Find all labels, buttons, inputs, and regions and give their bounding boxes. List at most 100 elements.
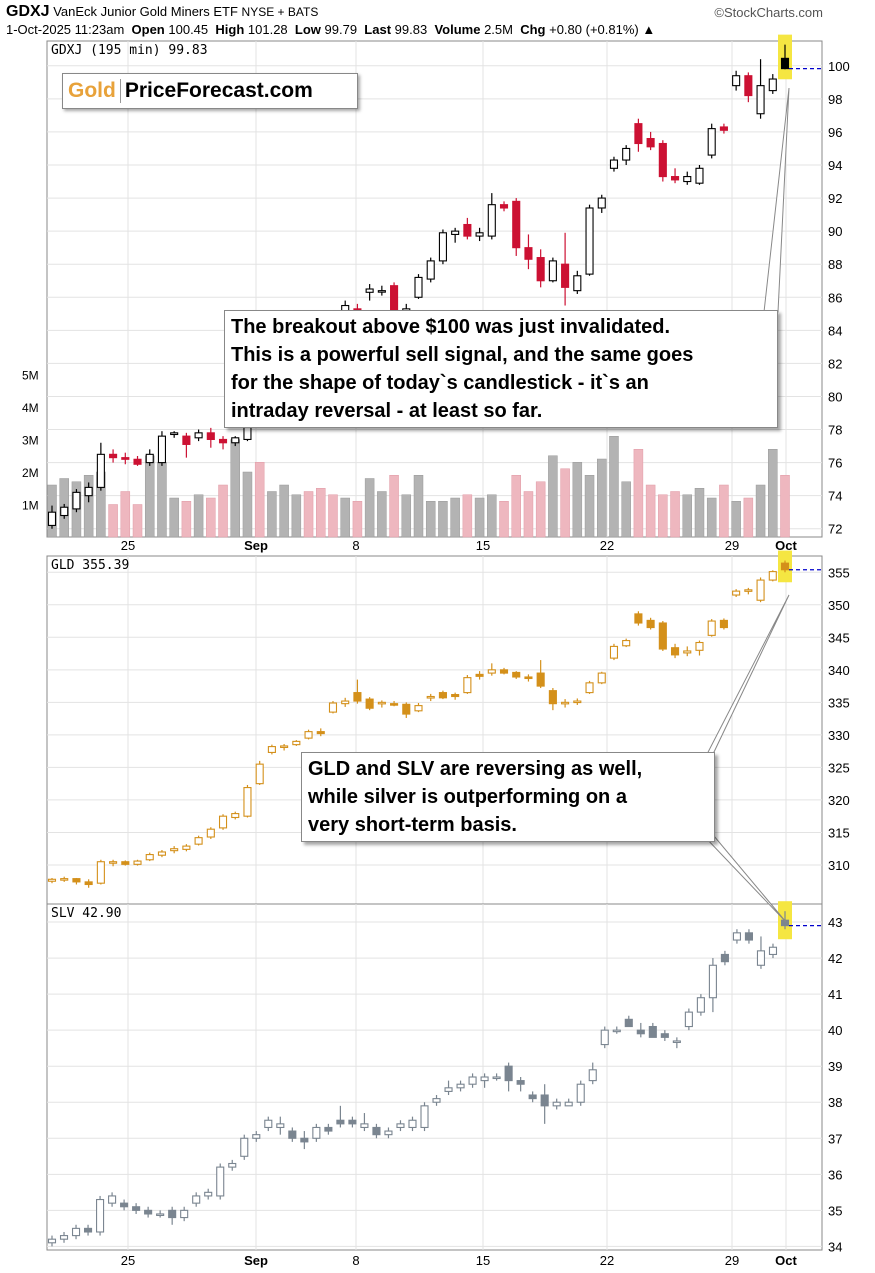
gdxj-candle-body	[561, 263, 570, 288]
gld-candle	[157, 850, 166, 858]
gdxj-candle	[121, 452, 130, 465]
gld-y-tick-label: 320	[828, 793, 850, 808]
gld-slv-annotation: GLD and SLV are reversing as well, while…	[301, 752, 715, 842]
gld-candle	[780, 560, 790, 573]
x-tick-label: 22	[600, 1253, 614, 1268]
gld-panel-title: GLD 355.39	[51, 558, 129, 573]
volume-bar	[768, 449, 778, 538]
gld-candle-body	[780, 562, 790, 571]
gld-candle-body	[170, 848, 179, 852]
slv-y-tick-label: 43	[828, 915, 842, 930]
gdxj-annotation-line: The breakout above $100 was just invalid…	[231, 316, 671, 338]
volume-tick-label: 2M	[22, 466, 39, 480]
slv-candle	[120, 1199, 129, 1211]
gld-candle-body	[72, 878, 81, 883]
gdxj-candle-body	[609, 159, 619, 169]
gdxj-candle-body	[414, 276, 423, 298]
slv-candle-body	[732, 932, 741, 941]
gdxj-candle-body	[683, 176, 692, 183]
volume-bar	[364, 478, 375, 538]
gld-candle	[744, 587, 753, 595]
gld-candle-body	[328, 702, 338, 713]
gdxj-candle	[744, 72, 753, 103]
volume-bar	[462, 494, 473, 538]
volume-bar	[193, 494, 204, 538]
x-tick-label: Sep	[244, 1253, 268, 1268]
gld-candle-body	[512, 671, 521, 678]
gdxj-candle-body	[365, 288, 374, 293]
gdxj-candle	[719, 123, 728, 134]
slv-candle-body	[576, 1083, 585, 1103]
gld-candle-body	[768, 571, 777, 581]
slv-candle	[732, 929, 741, 944]
gdxj-candle	[585, 204, 594, 276]
slv-candle-body	[132, 1206, 141, 1211]
slv-candle	[600, 1026, 609, 1049]
slv-candle-body	[336, 1119, 345, 1125]
gdxj-candle	[365, 284, 374, 301]
slv-candle	[180, 1206, 189, 1222]
volume-bar	[328, 494, 338, 538]
gdxj-candle-body	[585, 207, 594, 275]
volume-bar	[230, 439, 240, 538]
chart-header-line1: GDXJ VanEck Junior Gold Miners ETF NYSE …	[6, 3, 318, 21]
gdxj-candle-body	[72, 491, 81, 510]
volume-bar	[144, 455, 155, 538]
symbol: GDXJ	[6, 3, 50, 20]
gdxj-candle-body	[573, 275, 582, 292]
gld-candle-body	[695, 641, 704, 651]
gdxj-candle-body	[780, 57, 790, 70]
slv-candle	[396, 1120, 405, 1132]
volume-bar	[658, 494, 668, 538]
gld-candle	[182, 844, 191, 852]
gld-candle	[292, 740, 301, 746]
slv-candle-body	[612, 1029, 621, 1033]
gdxj-title-bg	[49, 43, 61, 54]
gld-candle-body	[585, 682, 594, 694]
gld-candle	[646, 617, 655, 630]
slv-title-bg	[49, 906, 61, 917]
high-label: High	[215, 22, 245, 37]
gld-candle-body	[646, 619, 655, 629]
gdxj-candle-body	[695, 167, 704, 184]
gld-candle-body	[243, 787, 252, 817]
gdxj-candle	[451, 227, 460, 243]
gld-slv-annotation-line: GLD and SLV are reversing as well,	[308, 758, 643, 780]
gdxj-y-tick-label: 84	[828, 323, 842, 338]
gld-candle-body	[634, 613, 643, 624]
gld-candle	[438, 690, 447, 700]
volume-bar	[645, 484, 656, 538]
gld-candle-body	[670, 647, 680, 656]
gdxj-candle-body	[463, 223, 472, 237]
slv-candle-body	[120, 1202, 129, 1208]
brand-label[interactable]: ©StockCharts.com	[714, 5, 823, 20]
slv-candle-body	[156, 1213, 165, 1217]
gld-candle	[634, 611, 643, 626]
slv-candle	[708, 958, 717, 1013]
slv-candle-body	[540, 1094, 549, 1107]
chg-value: +0.80 (+0.81%)	[549, 22, 639, 37]
gdxj-annotation-line: This is a powerful sell signal, and the …	[231, 344, 694, 366]
gdxj-candle	[756, 59, 765, 119]
slv-candle	[540, 1084, 549, 1124]
gld-candle	[96, 859, 105, 885]
slv-candle-body	[768, 946, 778, 956]
volume-bar	[621, 481, 631, 538]
gld-candle-body	[182, 845, 191, 850]
slv-candle-body	[432, 1098, 441, 1103]
gdxj-candle	[658, 140, 667, 182]
gld-slv-annotation-line: while silver is outperforming on a	[308, 786, 627, 808]
slv-candle-body	[59, 1235, 69, 1240]
slv-candle-body	[588, 1069, 597, 1082]
gld-candle-body	[536, 672, 545, 687]
high-value: 101.28	[247, 22, 288, 37]
gld-candle	[170, 846, 179, 854]
gld-y-tick-label: 335	[828, 695, 850, 710]
slv-candle	[384, 1127, 393, 1139]
gld-candle-body	[524, 676, 533, 680]
gld-candle-body	[109, 861, 118, 864]
gld-candle	[512, 671, 521, 679]
slv-candle-body	[264, 1119, 273, 1129]
gdxj-candle-body	[622, 147, 631, 161]
volume-bar	[267, 491, 277, 538]
